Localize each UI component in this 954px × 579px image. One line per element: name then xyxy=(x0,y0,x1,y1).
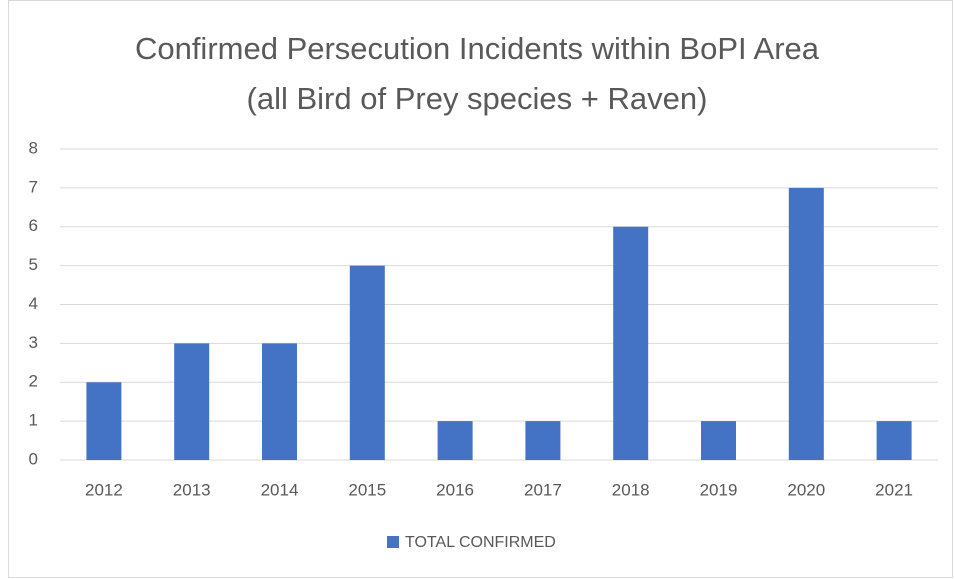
legend-swatch xyxy=(387,536,399,548)
bar xyxy=(437,421,473,460)
y-tick-label: 2 xyxy=(29,372,38,391)
x-tick-label: 2020 xyxy=(787,480,825,499)
bar xyxy=(613,226,649,460)
x-tick-label: 2016 xyxy=(436,480,474,499)
y-tick-label: 7 xyxy=(29,177,38,196)
x-tick-label: 2021 xyxy=(875,480,913,499)
bar xyxy=(349,265,385,460)
x-tick-label: 2014 xyxy=(261,480,299,499)
chart-border xyxy=(8,0,953,578)
y-tick-label: 8 xyxy=(29,138,38,157)
y-tick-label: 6 xyxy=(29,216,38,235)
bar xyxy=(262,343,297,460)
x-tick-label: 2015 xyxy=(348,480,386,499)
bar xyxy=(86,382,122,460)
bar xyxy=(876,421,912,460)
y-tick-label: 1 xyxy=(29,411,38,430)
legend-label: TOTAL CONFIRMED xyxy=(405,534,556,551)
y-tick-label: 0 xyxy=(29,449,38,468)
bar xyxy=(701,421,736,460)
bar xyxy=(174,343,210,460)
x-tick-label: 2017 xyxy=(524,480,562,499)
y-tick-label: 5 xyxy=(29,255,38,274)
x-tick-label: 2018 xyxy=(612,480,650,499)
y-tick-label: 4 xyxy=(29,294,38,313)
x-tick-label: 2019 xyxy=(700,480,738,499)
bar xyxy=(525,421,561,460)
chart-title: Confirmed Persecution Incidents within B… xyxy=(134,31,820,116)
bar xyxy=(788,187,824,460)
x-tick-label: 2013 xyxy=(173,480,211,499)
y-tick-label: 3 xyxy=(29,333,38,352)
x-tick-label: 2012 xyxy=(85,480,123,499)
